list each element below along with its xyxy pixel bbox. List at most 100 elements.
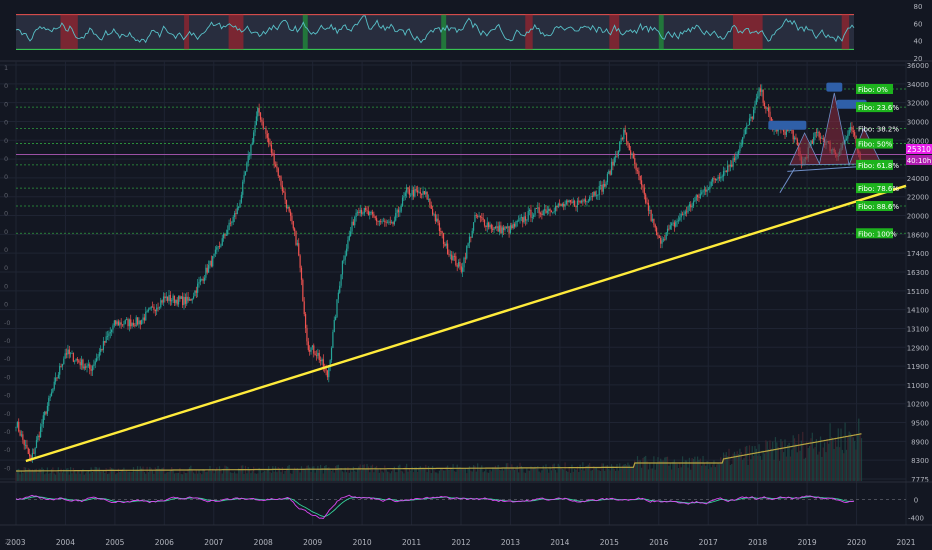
left-marker: 1	[4, 64, 8, 72]
candle-body	[102, 341, 105, 350]
volume-bar	[507, 463, 509, 481]
candle-body	[382, 220, 385, 222]
volume-bar	[642, 458, 644, 481]
x-tick-label: 2021	[896, 538, 915, 547]
volume-bar	[650, 468, 652, 481]
candle-body	[351, 221, 353, 232]
volume-bar	[549, 466, 551, 481]
candle-body	[427, 198, 430, 200]
volume-bar	[752, 455, 755, 481]
volume-bar	[26, 471, 28, 481]
candle-body	[321, 359, 323, 362]
volume-bar	[310, 472, 312, 481]
volume-bar	[365, 469, 367, 481]
candle-body	[612, 161, 614, 166]
candle-body	[345, 248, 348, 256]
volume-bar	[571, 464, 573, 481]
candle-body	[291, 215, 293, 222]
candle-body	[518, 220, 520, 222]
candle-body	[507, 226, 509, 228]
volume-bar	[294, 467, 296, 481]
candle-body	[198, 281, 200, 284]
volume-bar	[460, 467, 462, 481]
trendline[interactable]	[25, 184, 907, 463]
candle-body	[406, 187, 408, 193]
volume-bar	[238, 468, 240, 481]
candle-body	[541, 213, 543, 215]
candle-body	[671, 223, 673, 226]
projection-line	[779, 167, 796, 194]
volume-bar	[774, 437, 777, 481]
candle-body	[302, 279, 304, 302]
candle-body	[438, 222, 441, 232]
candle-body	[630, 150, 632, 156]
candle-body	[113, 320, 115, 326]
volume-bar	[374, 466, 376, 481]
volume-bar	[694, 456, 696, 481]
volume-bar	[690, 469, 692, 481]
rsi-oversold-zone	[658, 14, 664, 50]
volume-bar	[34, 469, 36, 481]
candle-body	[486, 222, 488, 228]
candle-body	[299, 255, 301, 268]
volume-bar	[645, 455, 647, 481]
candle-body	[162, 296, 165, 303]
candle-body	[279, 175, 281, 177]
volume-bar	[45, 473, 47, 481]
candle-body	[303, 301, 305, 315]
left-marker: 0	[4, 282, 8, 290]
candle-body	[205, 267, 207, 278]
candle-body	[664, 239, 666, 240]
candle-body	[591, 196, 594, 197]
volume-bar	[201, 474, 203, 481]
candle-body	[243, 175, 245, 182]
candle-body	[273, 153, 275, 165]
y-tick-label: 36000	[907, 62, 929, 70]
last-price-badge-text: 25310	[907, 145, 931, 154]
volume-bar	[725, 452, 727, 481]
volume-bar	[225, 466, 227, 481]
candle-body	[681, 213, 684, 215]
volume-bar	[188, 467, 191, 481]
candle-body	[703, 189, 706, 191]
candle-body	[179, 296, 181, 299]
candle-body	[153, 306, 155, 310]
candle-body	[604, 184, 606, 187]
volume-bar	[70, 467, 72, 481]
volume-bar	[396, 472, 398, 481]
candle-body	[669, 225, 671, 229]
candle-body	[442, 233, 445, 244]
volume-bar	[392, 468, 394, 481]
candle-body	[503, 227, 505, 231]
rsi-overbought-zone	[732, 14, 763, 50]
volume-bar	[590, 470, 592, 481]
volume-bar	[378, 472, 380, 481]
volume-bar	[445, 466, 447, 481]
pattern-label-box	[826, 82, 843, 92]
candle-body	[852, 130, 854, 133]
candle-body	[421, 193, 423, 195]
volume-bar	[755, 448, 757, 481]
candle-body	[748, 118, 751, 126]
y-tick-label: 32000	[907, 100, 929, 108]
volume-bar	[414, 467, 416, 481]
volume-bar	[619, 463, 621, 481]
volume-bar	[677, 467, 680, 481]
volume-bar	[336, 465, 338, 481]
volume-bar	[23, 467, 25, 481]
candle-body	[367, 211, 370, 216]
candle-body	[709, 185, 711, 190]
volume-bar	[615, 470, 617, 481]
volume-bar	[212, 468, 214, 481]
x-tick-label: 2012	[451, 538, 470, 547]
candle-body	[356, 212, 359, 213]
candle-body	[263, 128, 266, 130]
candle-body	[288, 206, 290, 212]
candle-body	[202, 278, 204, 281]
candle-body	[568, 200, 570, 203]
candle-body	[722, 171, 725, 177]
candle-body	[706, 189, 708, 192]
fib-label-bg	[856, 84, 893, 94]
candle-body	[668, 228, 670, 230]
